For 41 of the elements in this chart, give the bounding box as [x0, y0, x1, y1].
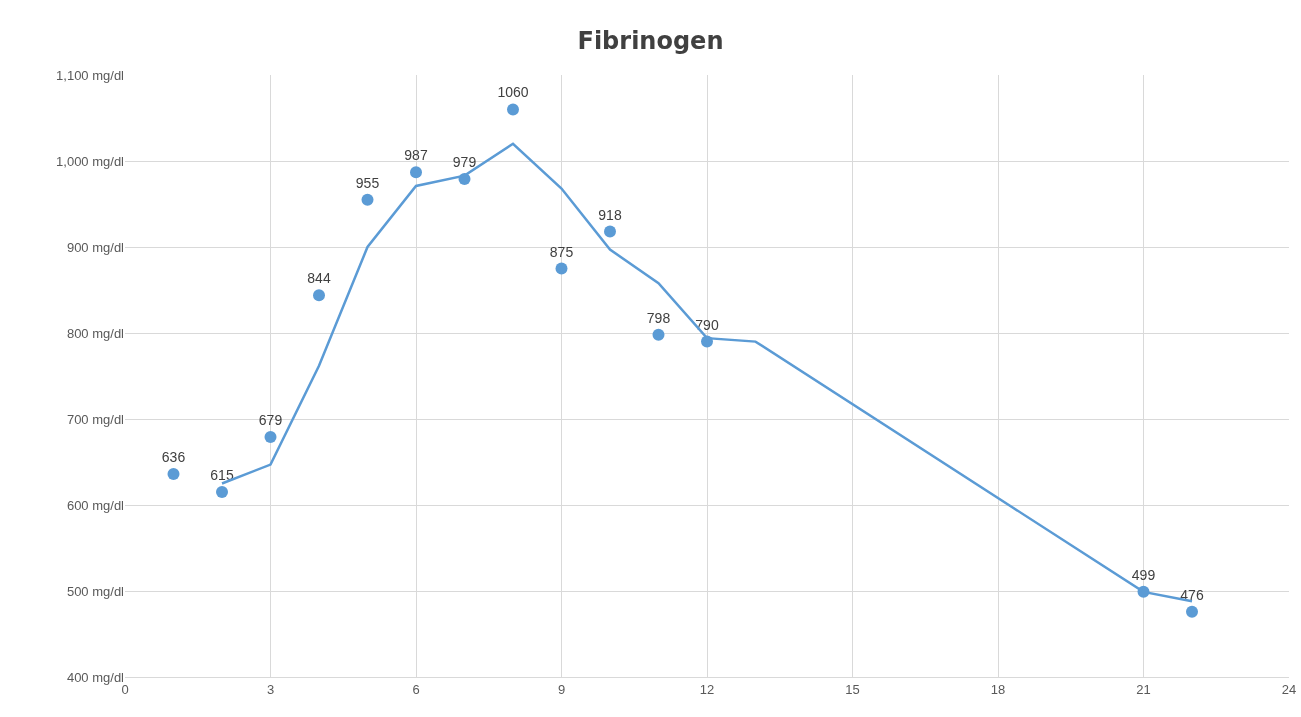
data-label: 636	[161, 449, 186, 466]
data-label: 1060	[497, 84, 529, 101]
x-tick-label: 9	[557, 681, 566, 697]
data-label: 790	[695, 316, 719, 333]
y-tick-label: 600 mg/dl	[66, 497, 125, 513]
data-label: 615	[210, 467, 234, 484]
y-tick-label: 1,000 mg/dl	[56, 153, 125, 169]
point	[1186, 605, 1198, 618]
x-tick-label: 24	[1281, 681, 1297, 697]
data-label: 979	[452, 154, 477, 171]
x-tick-label: 6	[412, 681, 420, 697]
y-tick-label: 500 mg/dl	[66, 583, 125, 599]
point	[167, 468, 180, 481]
x-tick-label: 3	[266, 681, 275, 697]
point	[361, 193, 374, 206]
chart-title: Fibrinogen	[577, 27, 724, 56]
data-label: 798	[646, 309, 671, 326]
point	[604, 225, 616, 238]
data-label: 844	[307, 270, 331, 287]
point	[313, 289, 325, 302]
data-label: 875	[549, 243, 574, 260]
point	[507, 103, 519, 116]
y-tick-label: 800 mg/dl	[66, 325, 125, 341]
y-tick-label: 900 mg/dl	[66, 239, 125, 255]
data-label: 955	[355, 174, 380, 191]
x-tick-label: 12	[699, 681, 715, 697]
x-tick-label: 21	[1136, 681, 1151, 697]
point	[555, 262, 568, 275]
x-tick-label: 15	[845, 681, 860, 697]
data-label: 918	[598, 206, 622, 223]
y-tick-label: 1,100 mg/dl	[56, 67, 125, 83]
data-label: 679	[258, 412, 283, 429]
data-label: 476	[1180, 586, 1204, 603]
y-tick-label: 700 mg/dl	[66, 411, 125, 427]
point	[264, 431, 277, 444]
point	[410, 166, 422, 179]
x-tick-label: 18	[990, 681, 1006, 697]
point	[652, 328, 665, 341]
data-label: 499	[1131, 566, 1156, 583]
point	[216, 486, 228, 499]
data-label: 987	[404, 147, 428, 164]
